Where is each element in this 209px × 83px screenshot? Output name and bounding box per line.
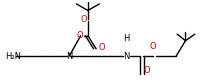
Text: N: N [66, 52, 72, 61]
Text: O: O [144, 66, 150, 75]
Text: O: O [150, 42, 157, 51]
Text: N: N [123, 52, 130, 61]
Text: H: H [123, 34, 130, 43]
Text: H₂N: H₂N [5, 52, 21, 61]
Text: O: O [80, 15, 87, 24]
Text: O: O [98, 43, 105, 52]
Text: O: O [76, 31, 83, 40]
